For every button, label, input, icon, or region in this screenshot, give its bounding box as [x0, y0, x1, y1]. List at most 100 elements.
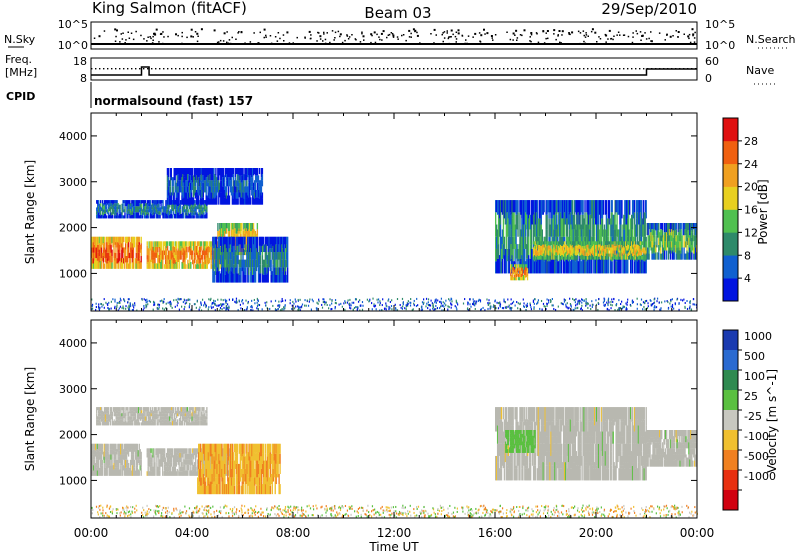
power-cell [496, 200, 499, 215]
power-cell [567, 248, 570, 262]
power-cell [525, 224, 527, 237]
power-cell [511, 274, 513, 281]
power-cell [251, 236, 253, 253]
power-cell [185, 168, 187, 181]
power-cell [642, 301, 645, 304]
power-cell [168, 213, 170, 219]
power-cell [579, 258, 581, 274]
power-cell [322, 301, 324, 304]
power-cell [625, 308, 627, 311]
power-cell [450, 298, 453, 301]
power-cell [473, 300, 475, 303]
power-cell [512, 269, 514, 273]
power-cell [244, 174, 246, 181]
power-cell [252, 168, 254, 178]
power-cell [231, 223, 234, 230]
power-cell [521, 255, 523, 274]
power-cell [238, 182, 240, 190]
nsearch-point [457, 32, 460, 35]
power-cell [515, 200, 517, 215]
power-cell [129, 213, 131, 219]
power-cell [111, 203, 114, 208]
velocity-cell [107, 459, 109, 468]
power-cell [256, 301, 258, 304]
power-cell [99, 244, 102, 253]
power-cell [590, 248, 592, 253]
power-cell [564, 245, 567, 249]
power-cell [531, 200, 534, 225]
velocity-cell [121, 465, 123, 476]
nsky-point [645, 42, 647, 45]
power-cell [95, 306, 97, 309]
power-cell [252, 223, 255, 229]
nsky-point [516, 37, 519, 39]
power-cell [344, 301, 347, 304]
power-cell [149, 300, 152, 303]
power-cell [153, 206, 155, 213]
power-cell [101, 200, 104, 204]
nave-point [151, 68, 153, 70]
power-cell [231, 252, 233, 268]
power-cell [150, 204, 152, 210]
power-cell [181, 195, 183, 205]
nsky-point [370, 41, 372, 44]
power-cell [582, 245, 584, 251]
power-cell [171, 177, 173, 187]
power-cell [126, 262, 129, 269]
power-cell [568, 200, 571, 215]
power-cell [246, 198, 248, 205]
power-cell [124, 247, 126, 259]
power-cell [543, 261, 545, 274]
power-cell [689, 306, 691, 309]
power-cell [603, 300, 605, 303]
nsky-point [381, 39, 383, 41]
nave-point [359, 68, 361, 70]
power-cell [200, 206, 202, 210]
velocity-cell [168, 448, 171, 454]
power-cell [502, 214, 505, 230]
power-cell [507, 218, 509, 237]
power-cell [130, 247, 133, 259]
power-cell [514, 224, 516, 237]
power-cell [495, 236, 497, 249]
power-cell [616, 241, 618, 245]
power-cell [591, 255, 593, 274]
power-cell [200, 209, 202, 213]
power-cell [139, 260, 141, 269]
power-cell [177, 180, 179, 187]
power-cell [209, 180, 211, 187]
nsky-point [324, 42, 327, 45]
power-cell [448, 306, 450, 309]
power-cell [163, 308, 165, 311]
power-cell [174, 259, 177, 265]
power-cell [563, 224, 566, 237]
power-cell [160, 261, 162, 269]
power-cell [252, 309, 254, 312]
power-cell [556, 258, 558, 274]
power-cell [236, 264, 238, 274]
power-cell [126, 212, 128, 219]
power-cell [655, 223, 657, 231]
power-cell [535, 241, 538, 245]
power-cell [116, 236, 118, 243]
power-cell [232, 174, 235, 181]
velocity-cell [103, 469, 105, 476]
power-cell [629, 255, 632, 274]
power-cell [134, 302, 136, 305]
power-cell [488, 299, 490, 302]
power-cell [647, 223, 649, 236]
nsky-point [557, 34, 559, 36]
power-cell [180, 298, 182, 301]
power-cell [606, 307, 609, 310]
power-cell [611, 261, 613, 274]
power-cell [253, 186, 256, 193]
power-cell [528, 218, 530, 237]
power-cell [695, 223, 697, 236]
power-cell [356, 306, 358, 309]
power-cell [96, 214, 98, 219]
power-cell [226, 267, 229, 283]
power-cell [201, 250, 204, 260]
power-cell [605, 253, 608, 260]
nsky-point [263, 36, 265, 39]
power-cell [175, 182, 177, 190]
